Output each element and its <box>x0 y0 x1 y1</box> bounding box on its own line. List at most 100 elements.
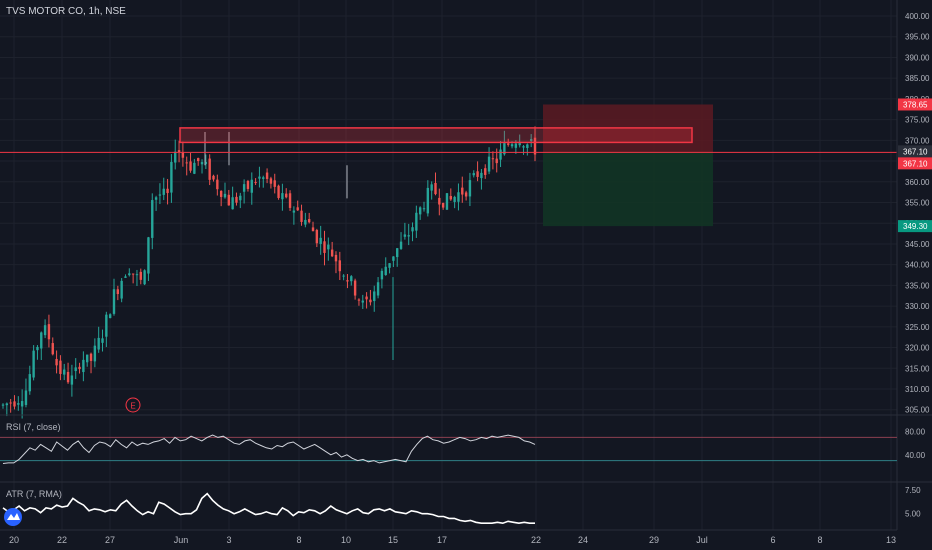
time-tick-label: Jul <box>696 535 708 545</box>
time-tick-label: 29 <box>649 535 659 545</box>
candle <box>227 189 231 206</box>
candle <box>162 177 165 201</box>
candle-body <box>158 194 162 196</box>
candle-body <box>507 143 510 145</box>
time-tick-label: 8 <box>296 535 301 545</box>
candle-body <box>208 158 211 180</box>
candle <box>338 251 342 280</box>
candle <box>365 292 368 309</box>
candle-body <box>304 219 307 225</box>
candle <box>40 331 43 361</box>
price-tick-label: 355.00 <box>905 198 930 207</box>
candle-body <box>453 196 456 202</box>
candle <box>124 274 127 278</box>
candle-body <box>177 150 181 153</box>
candle <box>430 181 433 200</box>
candle-body <box>193 162 196 174</box>
candle <box>93 338 97 368</box>
candle <box>166 178 169 205</box>
candle-body <box>323 241 326 253</box>
candle <box>246 179 250 192</box>
candle-body <box>311 227 315 232</box>
price-tick-label: 400.00 <box>905 12 930 21</box>
candle-body <box>135 274 139 276</box>
candle-body <box>212 175 215 180</box>
candle-body <box>112 289 116 314</box>
price-tick-label: 360.00 <box>905 178 930 187</box>
candle <box>369 289 372 306</box>
price-badge: 378.65 <box>898 98 932 111</box>
take-profit-zone[interactable] <box>543 152 713 227</box>
earnings-event-marker[interactable] <box>125 397 141 413</box>
candle-body <box>9 402 12 404</box>
candle <box>453 195 456 209</box>
candle-body <box>265 172 269 179</box>
candle <box>346 274 349 289</box>
tradingview-logo[interactable] <box>4 508 22 526</box>
candle-body <box>273 180 276 187</box>
candle-body <box>13 401 16 407</box>
candle-body <box>277 185 280 198</box>
candle <box>491 151 495 170</box>
candle-body <box>143 270 146 285</box>
candle-body <box>108 314 112 319</box>
candle <box>503 130 506 156</box>
candle-body <box>288 193 292 208</box>
candle <box>235 192 238 206</box>
candle <box>441 202 445 210</box>
candle <box>78 362 81 374</box>
candle <box>147 236 150 282</box>
rsi-pane: 80.00 40.00 <box>0 428 926 464</box>
candle-body <box>369 299 372 303</box>
candle <box>376 277 380 299</box>
candle <box>533 126 537 162</box>
candle <box>464 190 468 201</box>
candle-body <box>346 280 349 282</box>
candle <box>407 223 410 246</box>
candle-body <box>415 212 418 231</box>
candle-body <box>422 208 426 210</box>
candle <box>373 285 376 312</box>
candle-body <box>491 158 495 160</box>
price-axis[interactable]: 400.00395.00390.00385.00380.00375.00370.… <box>898 12 932 415</box>
candle-body <box>426 187 430 214</box>
candle-body <box>147 237 150 274</box>
atr-title[interactable]: ATR (7, RMA) <box>6 489 62 499</box>
candle <box>28 365 31 395</box>
candle-body <box>499 149 502 160</box>
candle-body <box>120 280 123 299</box>
candle-body <box>430 184 433 191</box>
candle <box>55 350 58 374</box>
time-tick-label: 13 <box>886 535 896 545</box>
candle-body <box>227 194 231 206</box>
candle <box>342 274 345 281</box>
candle-body <box>484 168 487 175</box>
candle <box>13 395 16 410</box>
candle-body <box>139 271 142 280</box>
grid <box>0 0 897 530</box>
candle <box>288 190 292 211</box>
candle <box>449 188 452 201</box>
price-tick-label: 325.00 <box>905 323 930 332</box>
candle <box>185 156 188 176</box>
candle <box>204 154 208 170</box>
candle <box>296 200 299 211</box>
time-axis[interactable]: 20 22 27 Jun 3 8 10 15 17 22 24 29 Jul 6 8 13 <box>9 535 896 545</box>
candle-body <box>78 366 81 370</box>
candle <box>17 396 20 411</box>
candle-body <box>162 188 165 195</box>
candle <box>330 241 334 258</box>
resistance-zone[interactable] <box>179 127 693 144</box>
candle <box>315 228 319 248</box>
position-zones[interactable] <box>543 104 713 227</box>
time-tick-label: 22 <box>57 535 67 545</box>
atr-tick-label: 7.50 <box>905 486 921 495</box>
candle-body <box>17 403 20 405</box>
candle-body <box>514 143 518 148</box>
candle <box>216 174 219 196</box>
candle <box>396 247 399 267</box>
rsi-title[interactable]: RSI (7, close) <box>6 422 61 432</box>
candle-body <box>101 338 104 343</box>
